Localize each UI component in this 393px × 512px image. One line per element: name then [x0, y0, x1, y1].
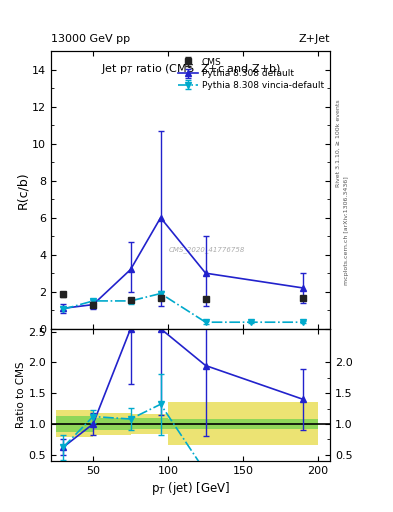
Text: 13000 GeV pp: 13000 GeV pp	[51, 34, 130, 44]
Legend: CMS, Pythia 8.308 default, Pythia 8.308 vincia-default: CMS, Pythia 8.308 default, Pythia 8.308 …	[176, 56, 326, 92]
X-axis label: p$_T$ (jet) [GeV]: p$_T$ (jet) [GeV]	[151, 480, 230, 497]
Text: mcplots.cern.ch [arXiv:1306.3436]: mcplots.cern.ch [arXiv:1306.3436]	[344, 176, 349, 285]
Text: CMS_2020_41776758: CMS_2020_41776758	[168, 246, 245, 253]
Y-axis label: Ratio to CMS: Ratio to CMS	[16, 361, 26, 428]
Text: Jet p$_T$ ratio (CMS  Z+c and Z+b): Jet p$_T$ ratio (CMS Z+c and Z+b)	[101, 62, 281, 76]
Y-axis label: R(c/b): R(c/b)	[17, 171, 29, 209]
Text: Rivet 3.1.10, ≥ 100k events: Rivet 3.1.10, ≥ 100k events	[336, 99, 341, 187]
Text: Z+Jet: Z+Jet	[299, 34, 330, 44]
